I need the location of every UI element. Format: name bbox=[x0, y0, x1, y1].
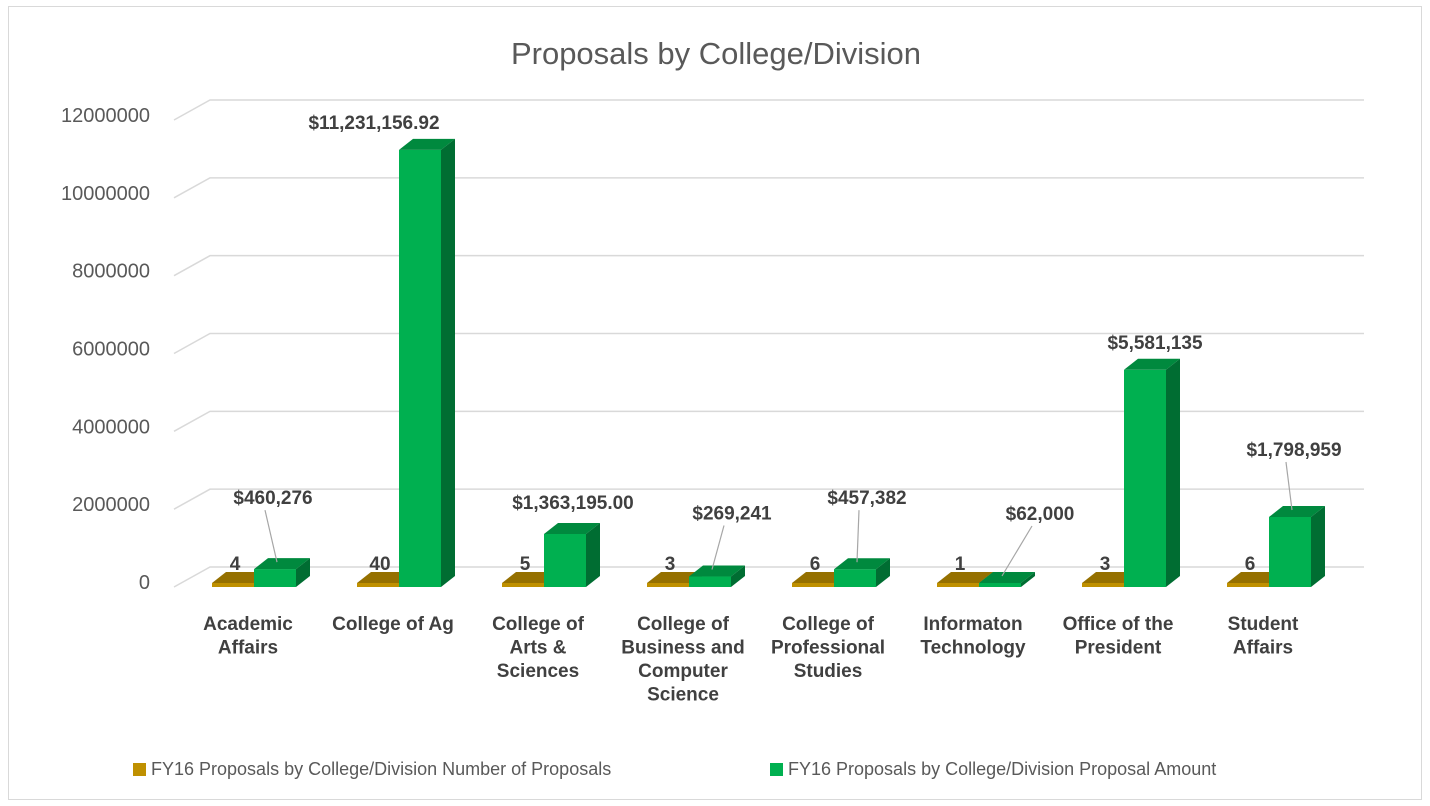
y-tick-label: 12000000 bbox=[61, 105, 150, 127]
bars bbox=[212, 138, 1325, 587]
y-tick-label: 4000000 bbox=[72, 416, 150, 438]
chart-frame: Proposals by College/Division 0 2000000 40… bbox=[8, 6, 1422, 800]
chart-canvas: Proposals by College/Division 0200000040… bbox=[61, 36, 1364, 779]
chart-title: Proposals by College/Division bbox=[511, 36, 921, 71]
gridlines bbox=[173, 99, 1364, 588]
gridline bbox=[173, 332, 1364, 355]
data-label-count: 40 bbox=[369, 554, 390, 575]
data-label-count: 5 bbox=[520, 554, 531, 575]
x-tick-label: Student Affairs bbox=[1228, 614, 1299, 659]
x-tick-label: College of Arts & Sciences bbox=[492, 614, 585, 682]
data-label-amount: $11,231,156.92 bbox=[308, 113, 439, 134]
x-tick-label: College of Business and Computer Science bbox=[621, 614, 745, 706]
leader-line bbox=[1001, 525, 1033, 577]
bar-proposal-amount bbox=[254, 558, 310, 587]
data-label-count: 3 bbox=[1100, 554, 1111, 575]
data-label-amount: $5,581,135 bbox=[1107, 333, 1203, 354]
x-tick-label: Academic Affairs bbox=[203, 614, 293, 659]
x-axis-labels: Academic Affairs College of Ag College of Ar… bbox=[203, 614, 1299, 706]
bar-proposal-amount bbox=[1269, 505, 1325, 587]
y-tick-label: 0 bbox=[139, 572, 150, 594]
data-label-amount: $269,241 bbox=[692, 504, 772, 525]
legend-label: FY16 Proposals by College/Division Propo… bbox=[788, 759, 1216, 779]
data-label-amount: $1,798,959 bbox=[1246, 440, 1341, 461]
bar-proposal-amount bbox=[834, 558, 890, 587]
gridline bbox=[173, 410, 1364, 432]
gridline bbox=[173, 254, 1364, 277]
data-label-amount: $1,363,195.00 bbox=[512, 493, 634, 514]
data-label-count: 1 bbox=[955, 554, 966, 575]
gridline bbox=[173, 488, 1364, 510]
data-label-count: 6 bbox=[1245, 554, 1256, 575]
x-tick-label: College of Ag bbox=[332, 614, 454, 635]
x-tick-label: College of Professional Studies bbox=[771, 614, 885, 682]
data-label-count: 4 bbox=[230, 554, 241, 575]
data-labels: 4 $460,276 40 $11,231,156.92 5 $1,363,195.00 3… bbox=[230, 113, 1342, 577]
bar-proposal-amount bbox=[544, 522, 600, 587]
data-label-amount: $460,276 bbox=[233, 488, 312, 509]
gridline bbox=[173, 177, 1364, 199]
y-tick-label: 2000000 bbox=[72, 494, 150, 516]
data-label-count: 6 bbox=[810, 554, 821, 575]
leader-line bbox=[1285, 461, 1293, 511]
bar-proposal-amount bbox=[1124, 358, 1180, 587]
leader-line bbox=[711, 525, 725, 570]
legend-swatch bbox=[133, 763, 146, 776]
legend-label: FY16 Proposals by College/Division Numbe… bbox=[151, 759, 611, 779]
x-tick-label: Office of the President bbox=[1063, 614, 1174, 659]
gridline bbox=[173, 566, 1364, 588]
data-label-amount: $457,382 bbox=[827, 488, 906, 509]
x-tick-label: Informaton Technology bbox=[920, 614, 1026, 659]
bar-proposal-amount bbox=[979, 572, 1035, 587]
gridline bbox=[173, 99, 1364, 121]
leader-line bbox=[856, 510, 860, 563]
data-label-amount: $62,000 bbox=[1006, 504, 1075, 525]
bar-proposal-amount bbox=[689, 565, 745, 587]
legend: FY16 Proposals by College/Division Numbe… bbox=[133, 759, 1216, 779]
y-axis-ticks: 0 2000000 4000000 6000000 8000000 10000000 120… bbox=[61, 105, 150, 594]
data-label-count: 3 bbox=[665, 554, 676, 575]
legend-swatch bbox=[770, 763, 783, 776]
bar-proposal-amount bbox=[399, 138, 455, 587]
leader-line bbox=[264, 509, 278, 563]
y-tick-label: 8000000 bbox=[72, 261, 150, 283]
y-tick-label: 6000000 bbox=[72, 339, 150, 361]
y-tick-label: 10000000 bbox=[61, 183, 150, 205]
